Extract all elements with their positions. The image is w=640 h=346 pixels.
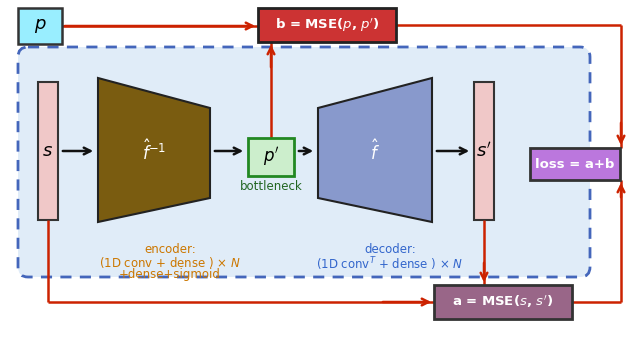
Bar bbox=[474, 82, 494, 220]
Text: $p$: $p$ bbox=[34, 17, 46, 35]
Text: $\hat{f}^{-1}$: $\hat{f}^{-1}$ bbox=[142, 140, 166, 164]
Text: (1D conv$^T$ + dense ) $\times$ $N$: (1D conv$^T$ + dense ) $\times$ $N$ bbox=[316, 255, 463, 273]
Text: encoder:: encoder: bbox=[144, 243, 196, 256]
Text: a = MSE($s$, $s'$): a = MSE($s$, $s'$) bbox=[452, 294, 554, 310]
Text: +dense+sigmoid: +dense+sigmoid bbox=[119, 268, 221, 281]
Text: bottleneck: bottleneck bbox=[239, 180, 302, 192]
Text: (1D conv + dense ) $\times$ $N$: (1D conv + dense ) $\times$ $N$ bbox=[99, 255, 241, 270]
Bar bbox=[434, 285, 572, 319]
Polygon shape bbox=[98, 78, 210, 222]
Text: $p'$: $p'$ bbox=[263, 145, 279, 167]
Bar bbox=[38, 82, 58, 220]
Text: $s$: $s$ bbox=[42, 142, 54, 160]
FancyBboxPatch shape bbox=[18, 47, 590, 277]
Bar bbox=[18, 8, 62, 44]
Text: $s'$: $s'$ bbox=[476, 142, 492, 161]
Text: $\hat{f}$: $\hat{f}$ bbox=[370, 140, 380, 164]
Bar bbox=[530, 148, 620, 180]
Bar bbox=[258, 8, 396, 42]
Text: decoder:: decoder: bbox=[364, 243, 416, 256]
Text: b = MSE($p$, $p'$): b = MSE($p$, $p'$) bbox=[275, 16, 380, 34]
Bar bbox=[248, 138, 294, 176]
Text: loss = a+b: loss = a+b bbox=[535, 157, 614, 171]
Polygon shape bbox=[318, 78, 432, 222]
